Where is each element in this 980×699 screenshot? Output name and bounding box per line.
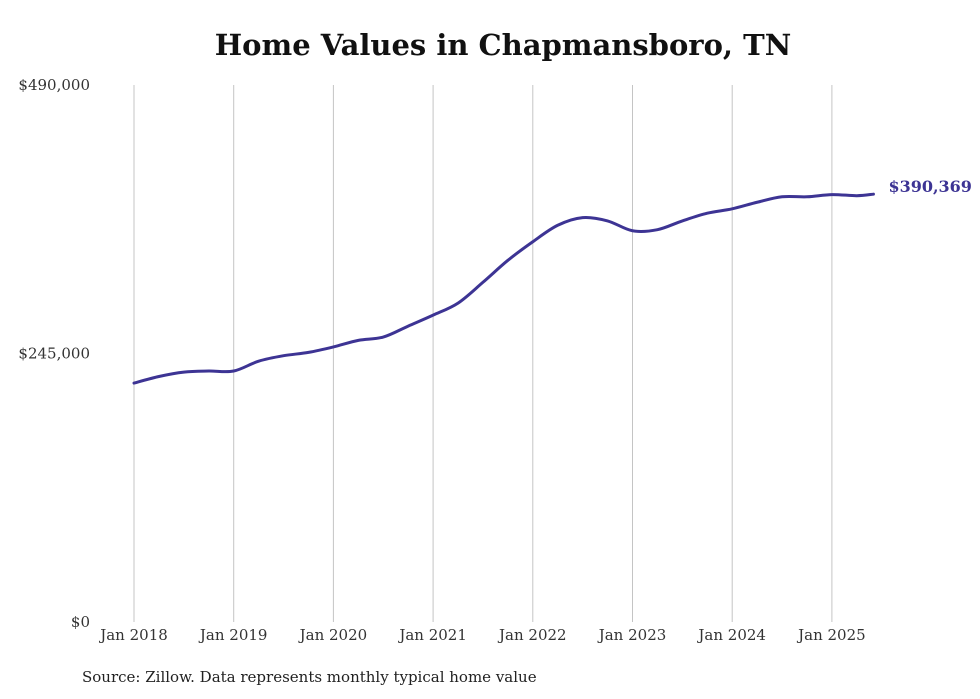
vertical-gridlines	[133, 85, 833, 622]
source-note: Source: Zillow. Data represents monthly …	[82, 668, 537, 686]
x-tick-label: Jan 2018	[98, 626, 168, 644]
x-axis-tick-labels: Jan 2018 Jan 2019 Jan 2020 Jan 2021 Jan 2022…	[98, 626, 865, 644]
series-line	[132, 192, 875, 385]
end-value-label: $390,369	[888, 177, 972, 196]
y-tick-label: $0	[71, 613, 90, 631]
x-tick-label: Jan 2025	[796, 626, 866, 644]
x-tick-label: Jan 2024	[696, 626, 766, 644]
y-axis-tick-labels: $0 $245,000 $490,000	[18, 76, 90, 631]
y-tick-label: $245,000	[18, 345, 90, 363]
x-tick-label: Jan 2021	[397, 626, 467, 644]
x-tick-label: Jan 2019	[198, 626, 268, 644]
y-tick-label: $490,000	[18, 76, 90, 94]
x-tick-label: Jan 2020	[298, 626, 368, 644]
series-layer: $390,369	[132, 177, 972, 385]
x-tick-label: Jan 2023	[597, 626, 667, 644]
chart-title: Home Values in Chapmansboro, TN	[214, 28, 792, 62]
x-tick-label: Jan 2022	[497, 626, 567, 644]
